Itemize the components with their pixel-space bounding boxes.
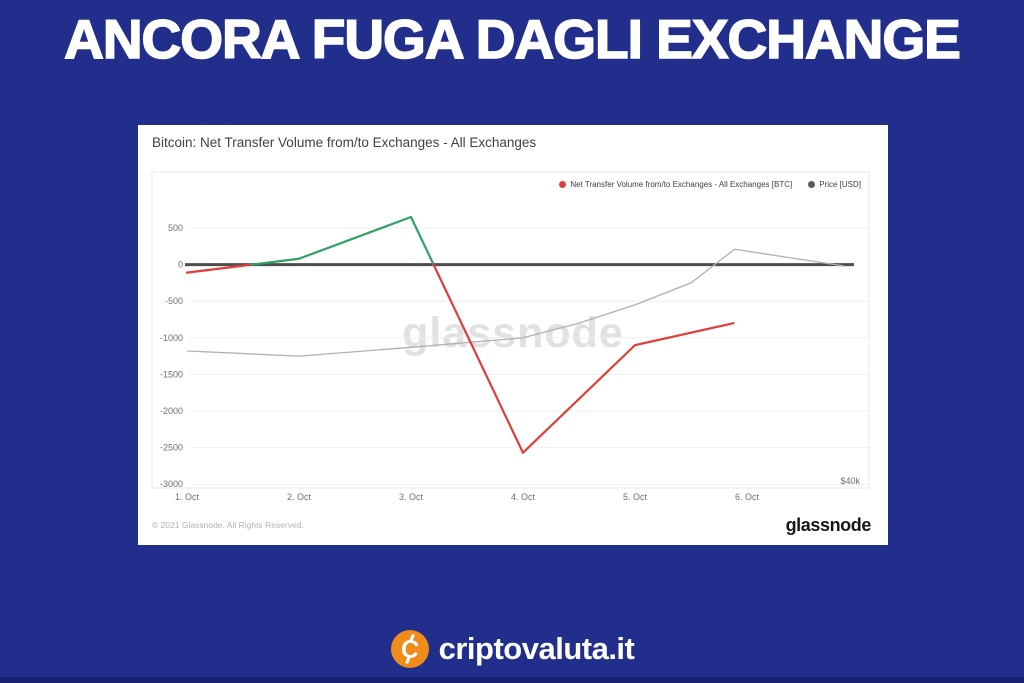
legend-dot-icon: [808, 181, 816, 188]
legend-item: Net Transfer Volume from/to Exchanges - …: [559, 180, 792, 189]
y-axis-tick-label: -500: [165, 296, 183, 306]
y-axis-tick-label: -2000: [160, 406, 183, 416]
plot-border: [151, 171, 870, 489]
x-axis-tick-label: 6. Oct: [735, 492, 760, 502]
x-axis-tick-label: 2. Oct: [287, 492, 312, 502]
chart-title: Bitcoin: Net Transfer Volume from/to Exc…: [152, 135, 537, 150]
banner-title: ANCORA FUGA DAGLI EXCHANGE: [63, 7, 961, 71]
chart-card: Bitcoin: Net Transfer Volume from/to Exc…: [138, 125, 888, 545]
right-axis-label: $40k: [840, 476, 860, 486]
y-axis-tick-label: -1500: [160, 369, 183, 379]
x-axis-tick-label: 1. Oct: [175, 492, 200, 502]
y-axis-tick-label: -2500: [160, 443, 183, 453]
x-axis-tick-label: 3. Oct: [399, 492, 424, 502]
y-axis-tick-label: 500: [168, 223, 183, 233]
net-transfer-line-segment: [432, 263, 735, 454]
net-transfer-line-segment: [185, 263, 253, 274]
legend-label: Price [USD]: [819, 180, 861, 189]
y-axis-tick-label: 0: [178, 260, 183, 270]
copyright-text: © 2021 Glassnode. All Rights Reserved.: [152, 520, 304, 530]
y-axis-tick-label: -3000: [160, 479, 183, 489]
criptovaluta-logo-text: criptovaluta.it: [438, 631, 635, 666]
price-line: [186, 248, 845, 357]
criptovaluta-logo: C criptovaluta.it: [0, 626, 1024, 672]
y-axis-tick-label: -1000: [160, 333, 183, 343]
legend-dot-icon: [559, 181, 567, 188]
x-axis-tick-label: 4. Oct: [511, 492, 536, 502]
chart-plot: 500 0 -500 -1000 -1500 -2000 -2500 -3000 1. Oct 2…: [151, 171, 870, 502]
net-transfer-line-segment: [250, 215, 435, 266]
legend-label: Net Transfer Volume from/to Exchanges - …: [570, 180, 793, 189]
svg-text:C: C: [399, 635, 420, 665]
chart-legend: Net Transfer Volume from/to Exchanges - …: [152, 180, 861, 189]
bottom-bar: [0, 677, 1024, 683]
crypto-c-coin-icon: C: [390, 630, 429, 668]
legend-item: Price [USD]: [808, 180, 861, 189]
chart-card-footer: © 2021 Glassnode. All Rights Reserved. g…: [152, 513, 871, 537]
x-axis-tick-label: 5. Oct: [623, 492, 648, 502]
glassnode-logo: glassnode: [785, 514, 872, 535]
